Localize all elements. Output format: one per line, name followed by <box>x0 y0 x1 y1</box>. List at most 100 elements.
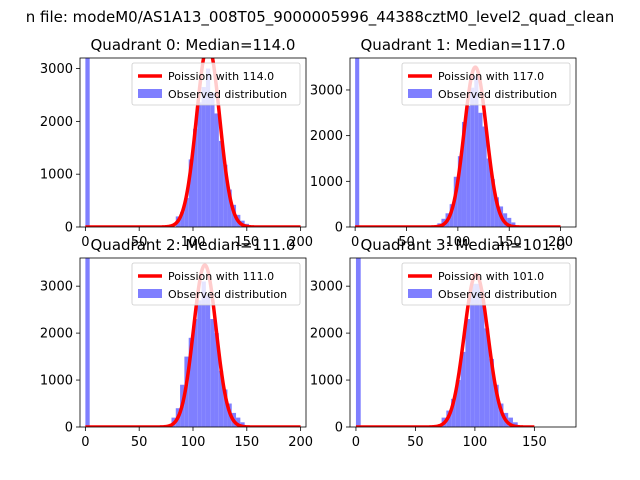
y-tick-label: 1000 <box>40 374 73 389</box>
histogram-bar <box>193 319 198 427</box>
histogram-bar <box>490 179 495 227</box>
histogram-bar <box>451 398 456 427</box>
subplot-title: Quadrant 2: Median=111.0 <box>91 236 296 254</box>
legend-box <box>401 62 571 106</box>
legend-patch-swatch <box>408 289 432 298</box>
axes-frame <box>349 257 577 428</box>
histogram-bar <box>223 164 228 227</box>
poisson-curve <box>353 65 562 227</box>
histogram-bar <box>511 222 516 227</box>
histogram-bar <box>205 68 211 227</box>
legend-label-observed: Observed distribution <box>168 88 287 101</box>
y-tick-label: 2000 <box>310 129 343 144</box>
x-tick-label: 200 <box>548 235 573 250</box>
histogram-bar <box>355 258 361 427</box>
y-tick-label: 2000 <box>310 327 343 342</box>
y-tick-label: 0 <box>65 221 73 236</box>
histogram-bar <box>355 58 360 227</box>
histogram-bar <box>493 384 499 427</box>
subplot-title: Quadrant 1: Median=117.0 <box>361 36 566 54</box>
histogram-bar <box>465 319 471 427</box>
legend-box <box>131 62 301 106</box>
histogram-bar <box>460 351 466 427</box>
histogram-bar <box>479 290 485 427</box>
x-tick-label: 150 <box>497 235 522 250</box>
legend-label-poisson: Poission with 114.0 <box>168 70 274 83</box>
histogram-bar <box>474 76 479 227</box>
y-tick-label: 1000 <box>40 168 73 183</box>
y-tick-label: 2000 <box>40 115 73 130</box>
legend-label-poisson: Poission with 117.0 <box>438 70 544 83</box>
y-tick-label: 3000 <box>310 280 343 295</box>
legend-patch-swatch <box>408 89 432 98</box>
legend-label-observed: Observed distribution <box>438 288 557 301</box>
legend-patch-swatch <box>138 289 162 298</box>
legend-box <box>401 262 571 306</box>
y-tick-label: 0 <box>335 221 343 236</box>
histogram-bar <box>197 102 202 227</box>
x-tick-label: 150 <box>522 435 547 450</box>
y-tick-label: 1000 <box>310 175 343 190</box>
x-tick-label: 200 <box>288 235 313 250</box>
histogram-bar <box>478 112 483 227</box>
histogram-bar <box>508 417 513 427</box>
figure-suptitle: n file: modeM0/AS1A13_008T05_9000005996_… <box>26 8 615 27</box>
plot-area <box>354 258 536 427</box>
y-tick-label: 0 <box>65 421 73 436</box>
x-tick-label: 100 <box>181 235 206 250</box>
histogram-bar <box>184 197 189 227</box>
histogram-bar <box>498 403 504 427</box>
x-tick-label: 50 <box>131 435 148 450</box>
x-tick-label: 200 <box>288 435 313 450</box>
histogram-bar <box>457 156 462 227</box>
histogram-bar <box>197 300 202 427</box>
plot-area <box>84 258 302 427</box>
legend-label-poisson: Poission with 111.0 <box>168 270 274 283</box>
histogram-bar <box>227 189 232 227</box>
x-tick-label: 50 <box>407 435 424 450</box>
histogram-bar <box>85 58 90 227</box>
histogram-bar <box>188 337 193 427</box>
poisson-curve <box>84 263 302 427</box>
legend-box <box>131 262 301 306</box>
histogram-bar <box>474 283 480 427</box>
histogram-bar <box>193 128 198 227</box>
histogram-bar <box>507 217 512 227</box>
histogram-bar <box>489 358 494 427</box>
histogram-bar <box>453 176 458 227</box>
histogram-bar <box>218 370 224 427</box>
x-tick-label: 0 <box>81 235 89 250</box>
histogram-bar <box>461 121 467 227</box>
y-tick-label: 2000 <box>40 327 73 342</box>
axes-frame <box>349 57 577 228</box>
legend-label-observed: Observed distribution <box>438 88 557 101</box>
y-tick-label: 3000 <box>40 62 73 77</box>
histogram-bar <box>205 295 211 427</box>
histogram-bar <box>201 281 206 427</box>
x-tick-label: 0 <box>81 435 89 450</box>
subplot-title: Quadrant 0: Median=114.0 <box>91 36 296 54</box>
histogram-bar <box>482 126 487 227</box>
histogram-bar <box>470 87 475 227</box>
x-tick-label: 150 <box>234 235 259 250</box>
histogram-bar <box>180 212 185 227</box>
poisson-curve <box>354 272 536 427</box>
histogram-bar <box>484 328 490 427</box>
y-tick-label: 0 <box>335 421 343 436</box>
histogram-bar <box>470 283 475 427</box>
x-tick-label: 50 <box>398 235 415 250</box>
x-tick-label: 100 <box>181 435 206 450</box>
histogram-bar <box>223 389 228 427</box>
histogram-bar <box>214 333 219 427</box>
histogram-bar <box>494 197 499 227</box>
histogram-bar <box>201 87 206 227</box>
histogram-bar <box>486 158 491 227</box>
histogram-bar <box>188 159 193 227</box>
x-tick-label: 100 <box>462 435 487 450</box>
histogram-bar <box>455 380 461 427</box>
